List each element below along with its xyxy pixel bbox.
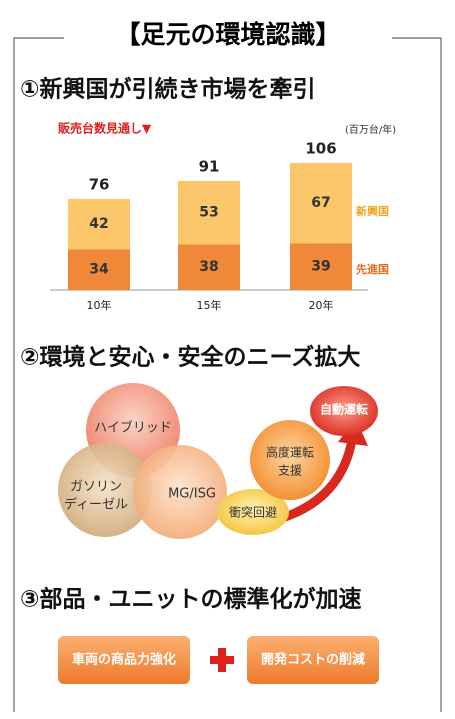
section-heading: ①新興国が引続き市場を牽引 xyxy=(20,76,315,103)
venn-circle xyxy=(133,445,227,539)
button-label: 開発コストの削減 xyxy=(261,652,365,668)
button-box xyxy=(247,636,379,684)
bar-segment xyxy=(290,163,352,244)
button-label: 車両の商品力強化 xyxy=(72,652,176,668)
value-label: 38 xyxy=(199,259,218,275)
diagram-label: 支援 xyxy=(278,464,302,478)
button-box xyxy=(58,636,190,684)
value-label: 53 xyxy=(199,205,218,221)
section-heading: ②環境と安心・安全のニーズ拡大 xyxy=(20,344,360,371)
step-bubble xyxy=(250,420,330,500)
bar-segment xyxy=(290,243,352,290)
venn-circle xyxy=(58,443,152,537)
step-bubble xyxy=(310,386,378,436)
bar-segment xyxy=(68,249,130,290)
total-label: 106 xyxy=(305,140,336,158)
bar-segment xyxy=(68,198,130,250)
diagram-label: 自動運転 xyxy=(320,402,368,417)
bar-segment xyxy=(178,180,240,245)
unit-label: (百万台/年) xyxy=(345,123,396,136)
x-tick-label: 20年 xyxy=(309,298,334,312)
value-label: 34 xyxy=(89,262,109,278)
diagram-label: 高度運転 xyxy=(266,445,314,460)
frame xyxy=(13,37,442,712)
total-label: 91 xyxy=(199,157,220,175)
chart-subtitle: 販売台数見通し▼ xyxy=(58,121,152,136)
x-tick-label: 15年 xyxy=(197,298,222,312)
section-heading: ③部品・ユニットの標準化が加速 xyxy=(20,586,361,613)
diagram-label: ガソリン xyxy=(70,480,122,495)
plus-sign xyxy=(210,648,234,672)
value-label: 42 xyxy=(89,216,108,232)
diagram-label: 衝突回避 xyxy=(229,505,277,520)
total-label: 76 xyxy=(89,175,110,193)
legend-label: 先進国 xyxy=(356,262,389,276)
diagram-label: MG/ISG xyxy=(168,487,216,502)
diagram-label: ディーゼル xyxy=(64,497,128,513)
value-label: 39 xyxy=(311,259,330,275)
bar-segment xyxy=(178,244,240,290)
page-title: 【足元の環境認識】 xyxy=(115,20,340,49)
step-bubble xyxy=(217,489,289,535)
diagram-label: ハイブリッド xyxy=(94,420,172,436)
legend-label: 新興国 xyxy=(356,204,389,218)
x-tick-label: 10年 xyxy=(87,298,112,312)
value-label: 67 xyxy=(311,195,330,211)
